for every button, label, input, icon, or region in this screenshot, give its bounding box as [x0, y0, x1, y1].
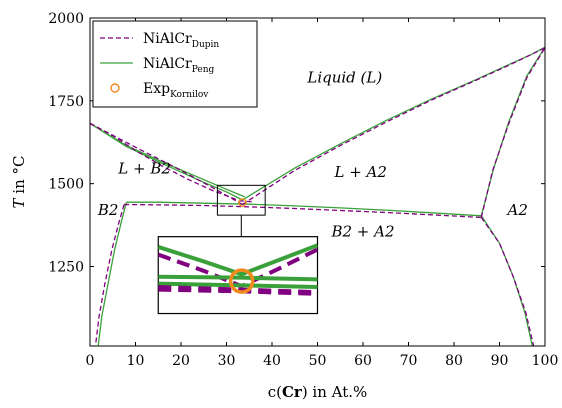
y-tick-label: 1500 [48, 177, 84, 193]
series-dashed [89, 47, 546, 347]
x-tick-label: 20 [172, 353, 190, 369]
data-curves [89, 46, 546, 347]
region-label: A2 [506, 201, 528, 219]
legend-marker-exp [110, 83, 120, 93]
inset-peng-curve-4 [158, 281, 318, 290]
legend-label: NiAlCrPeng [143, 56, 215, 75]
series-dashed-curve-5 [94, 204, 125, 347]
series-solid-curve-5 [97, 202, 128, 347]
x-tick-label: 60 [354, 353, 372, 369]
legend-label: NiAlCrDupin [143, 31, 219, 50]
region-label: Liquid (L) [306, 69, 382, 87]
region-label: B2 [97, 201, 119, 219]
x-tick-label: 10 [127, 353, 145, 369]
series-solid-curve-3 [126, 201, 482, 217]
x-tick-label: 30 [218, 353, 236, 369]
series-dashed-curve-3 [124, 203, 482, 219]
series-solid-curve-2 [89, 122, 245, 198]
zoom-inset-curves [158, 243, 318, 296]
series-solid-curve-1 [242, 46, 546, 201]
x-axis-label: c(Cr) in At.% [268, 383, 368, 401]
series-dashed-curve-4 [480, 47, 546, 218]
series-dashed-curve-2 [89, 122, 254, 203]
series-dashed-curve-1 [242, 47, 546, 206]
region-label: L + B2 [117, 160, 171, 178]
legend-label: ExpKornilov [143, 81, 209, 100]
x-tick-label: 40 [263, 353, 281, 369]
series-solid-curve-0 [89, 122, 243, 201]
x-tick-label: 90 [491, 353, 509, 369]
series-dashed-curve-6 [480, 217, 535, 347]
axes: 0 10 20 30 40 50 60 70 80 90 100 1250 1500 1750 2000 c(… [10, 11, 558, 401]
y-tick-label: 1750 [48, 94, 84, 110]
legend: NiAlCrDupin NiAlCrPeng ExpKornilov [92, 20, 258, 108]
x-tick-label: 70 [400, 353, 418, 369]
inset-dupin-curve-5 [158, 285, 318, 295]
region-label: L + A2 [333, 163, 386, 181]
x-tick-label: 0 [86, 353, 95, 369]
inset-peng-curve-1 [158, 243, 318, 277]
x-tick-label: 50 [309, 353, 327, 369]
inset-peng-curve-2 [158, 274, 318, 282]
series-solid-curve-6 [480, 215, 533, 347]
x-tick-label: 80 [445, 353, 463, 369]
inset-exp-marker [228, 268, 255, 294]
exp-kornilov-point-0 [238, 198, 247, 207]
region-labels: Liquid (L) L + B2 L + A2 B2 A2 B2 + A2 [97, 69, 528, 241]
legend-box [92, 20, 258, 108]
zoom-inset [157, 184, 319, 315]
x-tick-label: 100 [532, 353, 559, 369]
region-label: B2 + A2 [330, 223, 394, 241]
y-tick-label: 1250 [48, 259, 84, 275]
y-tick-label: 2000 [48, 11, 84, 27]
zoom-source-box [216, 184, 266, 216]
y-axis-label: T in °C [10, 156, 28, 209]
